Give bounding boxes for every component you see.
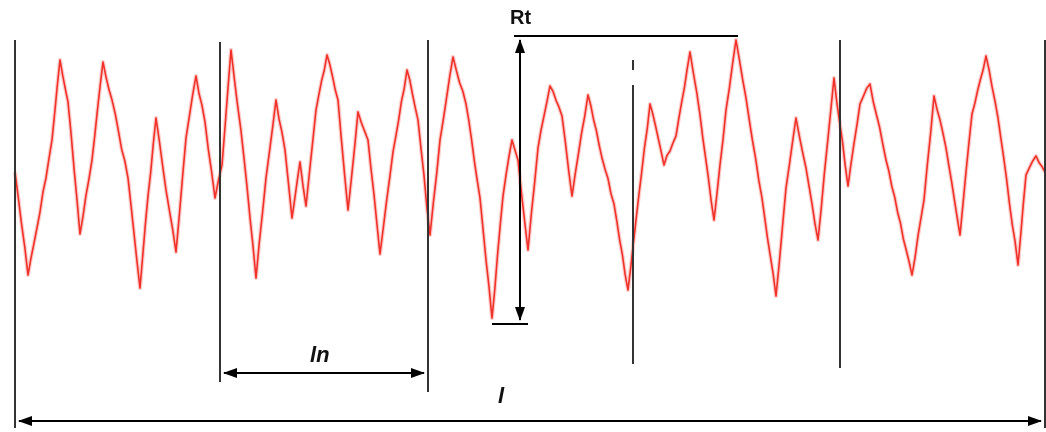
sampling-length-label: ln: [310, 342, 330, 367]
rt-label: Rt: [510, 7, 531, 29]
surface-profile-curve: [14, 39, 1046, 319]
evaluation-length-label: l: [498, 383, 505, 408]
